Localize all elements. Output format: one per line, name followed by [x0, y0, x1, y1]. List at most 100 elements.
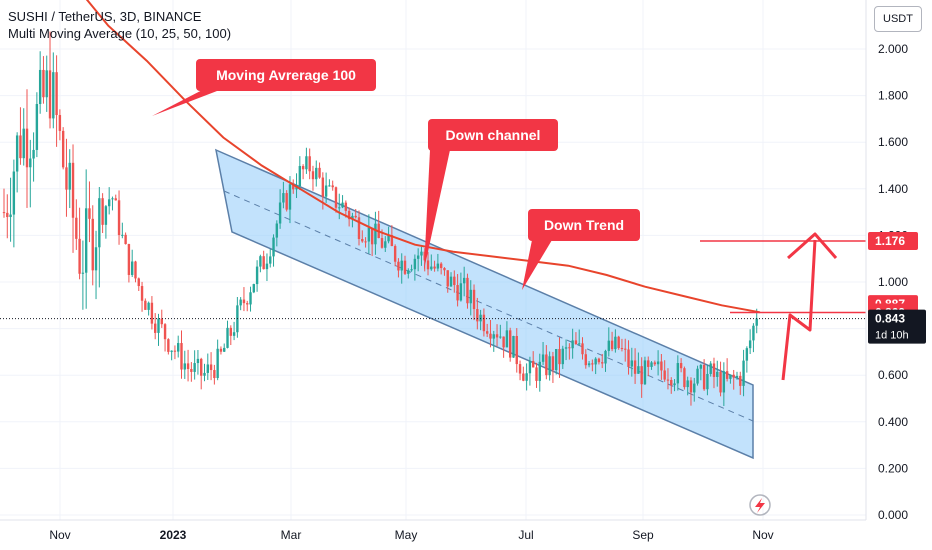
- candle-body: [647, 360, 650, 367]
- y-tick-label: 2.000: [878, 42, 908, 56]
- candle-body: [702, 364, 706, 390]
- candle-body: [561, 348, 564, 365]
- candle-body: [347, 210, 351, 220]
- candle-body: [456, 285, 459, 301]
- candle-body: [127, 244, 131, 275]
- candle-body: [144, 300, 147, 310]
- candle-body: [627, 349, 630, 367]
- candle-body: [160, 318, 163, 325]
- candle-body: [341, 202, 344, 208]
- candle-body: [124, 234, 127, 245]
- candle-body: [725, 371, 729, 379]
- y-tick-label: 1.000: [878, 275, 908, 289]
- candle-body: [476, 309, 479, 322]
- candle-body: [607, 340, 610, 351]
- x-tick-label: 2023: [160, 528, 187, 542]
- lightning-bolt: [755, 498, 765, 513]
- candle-body: [361, 238, 364, 242]
- candle-body: [709, 363, 712, 374]
- candle-body: [104, 206, 108, 225]
- candle-body: [334, 187, 338, 208]
- candle-body: [61, 130, 65, 168]
- candle-body: [594, 358, 597, 365]
- candle-body: [321, 177, 325, 197]
- candle-body: [111, 198, 114, 200]
- channel-callout-text: Down channel: [446, 127, 541, 143]
- candle-body: [354, 215, 357, 218]
- candle-body: [223, 347, 226, 352]
- candle-body: [716, 371, 719, 377]
- countdown-label: 1d 10h: [875, 330, 909, 342]
- candle-body: [91, 218, 94, 271]
- candle-body: [101, 198, 104, 225]
- candle-body: [439, 263, 443, 269]
- candle-body: [400, 260, 403, 271]
- projection-arrowhead: [787, 232, 838, 260]
- candle-body: [462, 277, 466, 284]
- candle-body: [370, 227, 374, 245]
- candle-body: [157, 318, 160, 333]
- candle-body: [367, 227, 371, 242]
- candle-body: [140, 286, 144, 301]
- candle-body: [390, 235, 394, 247]
- candle-body: [528, 360, 532, 374]
- candle-body: [696, 368, 699, 384]
- channel-callout-tail: [424, 150, 450, 270]
- candle-body: [403, 260, 407, 274]
- candle-body: [288, 184, 292, 210]
- candle-body: [338, 207, 341, 209]
- candle-body: [121, 234, 124, 236]
- candle-body: [239, 299, 242, 306]
- candle-body: [683, 368, 686, 388]
- candle-body: [469, 289, 472, 304]
- candle-body: [52, 72, 55, 119]
- candle-body: [630, 360, 634, 367]
- currency-button[interactable]: USDT: [874, 6, 922, 32]
- candle-body: [147, 302, 150, 310]
- axis-bg: [866, 0, 932, 550]
- y-tick-label: 0.200: [878, 461, 908, 475]
- candle-body: [232, 332, 236, 336]
- candle-body: [380, 238, 384, 248]
- candle-body: [604, 350, 607, 364]
- candle-body: [213, 370, 216, 379]
- ma-callout-text: Moving Avrerage 100: [216, 67, 356, 83]
- candle-body: [587, 363, 591, 366]
- candle-body: [453, 276, 456, 286]
- candle-body: [393, 246, 397, 262]
- x-tick-label: May: [395, 528, 418, 542]
- candle-body: [515, 335, 518, 365]
- candle-body: [679, 363, 683, 369]
- candle-body: [42, 69, 45, 98]
- candle-body: [676, 363, 680, 384]
- y-tick-label: 1.400: [878, 182, 908, 196]
- candle-body: [193, 363, 196, 372]
- candle-body: [666, 379, 670, 381]
- candle-body: [186, 363, 190, 370]
- candle-body: [722, 371, 726, 393]
- ma-callout-box: [196, 59, 376, 91]
- candle-body: [22, 128, 25, 159]
- candle-body: [71, 162, 75, 218]
- candle-body: [29, 158, 32, 168]
- candle-body: [292, 184, 295, 190]
- candle-body: [249, 292, 252, 305]
- callouts: Moving Avrerage 100 Down channel Down Tren…: [152, 59, 771, 516]
- candle-body: [584, 354, 587, 366]
- candle-body: [650, 362, 653, 367]
- y-tick-label: 1.800: [878, 89, 908, 103]
- candle-body: [545, 354, 548, 376]
- channel-fill: [214, 148, 754, 460]
- y-tick-label: 0.400: [878, 415, 908, 429]
- trend-callout-tail: [522, 240, 552, 290]
- candle-body: [508, 330, 512, 358]
- candle-body: [265, 263, 269, 270]
- chart-header: SUSHI / TetherUS, 3D, BINANCE Multi Movi…: [8, 8, 231, 42]
- candle-body: [449, 276, 453, 287]
- candle-body: [568, 347, 571, 349]
- candle-body: [443, 268, 446, 271]
- drawings: [0, 232, 866, 381]
- candle-body: [242, 299, 246, 304]
